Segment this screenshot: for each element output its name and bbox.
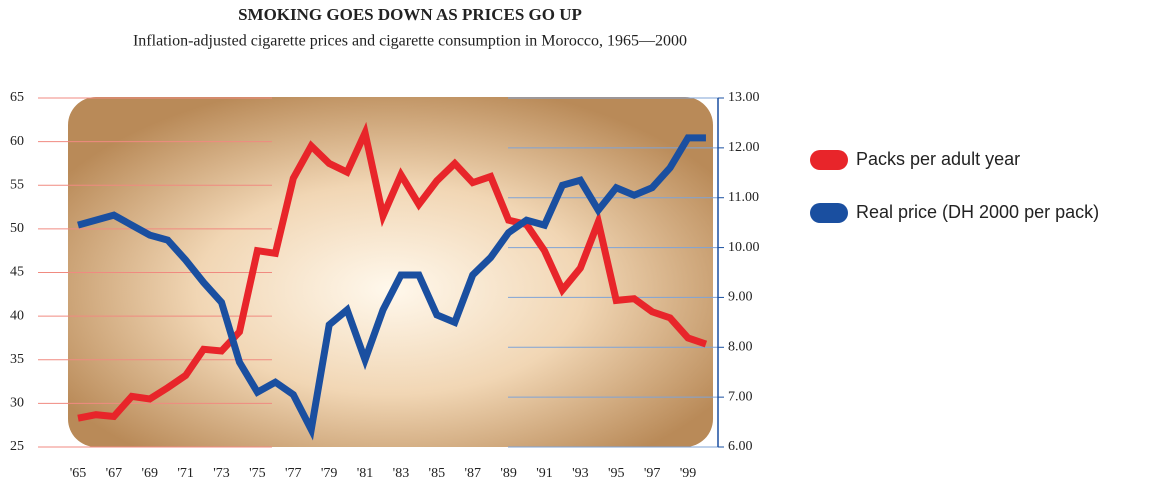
y-tick-label: 40 bbox=[10, 308, 24, 323]
x-tick-label: '87 bbox=[464, 466, 481, 481]
y-tick-label: 55 bbox=[10, 177, 24, 192]
y2-tick-label: 10.00 bbox=[728, 240, 760, 255]
y-tick-label: 25 bbox=[10, 439, 24, 454]
x-tick-label: '85 bbox=[429, 466, 446, 481]
y2-tick-label: 12.00 bbox=[728, 140, 760, 155]
x-tick-label: '71 bbox=[177, 466, 194, 481]
x-tick-label: '77 bbox=[285, 466, 302, 481]
x-tick-label: '99 bbox=[680, 466, 697, 481]
x-tick-label: '67 bbox=[106, 466, 123, 481]
x-tick-label: '65 bbox=[70, 466, 87, 481]
legend-marker bbox=[810, 203, 848, 223]
y2-tick-label: 9.00 bbox=[728, 290, 753, 305]
x-tick-label: '83 bbox=[393, 466, 410, 481]
legend-label: Real price (DH 2000 per pack) bbox=[856, 202, 1099, 222]
y-tick-label: 35 bbox=[10, 352, 24, 367]
y2-tick-label: 6.00 bbox=[728, 439, 753, 454]
x-tick-label: '81 bbox=[357, 466, 374, 481]
y2-tick-label: 7.00 bbox=[728, 389, 753, 404]
legend-label: Packs per adult year bbox=[856, 149, 1020, 169]
chart-title: SMOKING GOES DOWN AS PRICES GO UP bbox=[238, 5, 582, 24]
y2-tick-label: 11.00 bbox=[728, 190, 759, 205]
y2-tick-label: 13.00 bbox=[728, 90, 760, 105]
x-tick-label: '95 bbox=[608, 466, 625, 481]
y-tick-label: 30 bbox=[10, 396, 24, 411]
y-tick-label: 65 bbox=[10, 90, 24, 105]
x-tick-label: '69 bbox=[141, 466, 158, 481]
y-tick-label: 50 bbox=[10, 221, 24, 236]
x-tick-label: '75 bbox=[249, 466, 266, 481]
series-line bbox=[77, 134, 706, 441]
y-tick-label: 45 bbox=[10, 265, 24, 280]
y2-tick-label: 8.00 bbox=[728, 340, 753, 355]
x-tick-label: '91 bbox=[536, 466, 553, 481]
series-line bbox=[77, 121, 708, 422]
y-tick-label: 60 bbox=[10, 134, 24, 149]
x-tick-label: '73 bbox=[213, 466, 230, 481]
x-tick-label: '79 bbox=[321, 466, 338, 481]
chart-subtitle: Inflation-adjusted cigarette prices and … bbox=[133, 33, 687, 50]
x-tick-label: '89 bbox=[500, 466, 517, 481]
x-tick-label: '93 bbox=[572, 466, 589, 481]
legend-marker bbox=[810, 150, 848, 170]
x-tick-label: '97 bbox=[644, 466, 661, 481]
